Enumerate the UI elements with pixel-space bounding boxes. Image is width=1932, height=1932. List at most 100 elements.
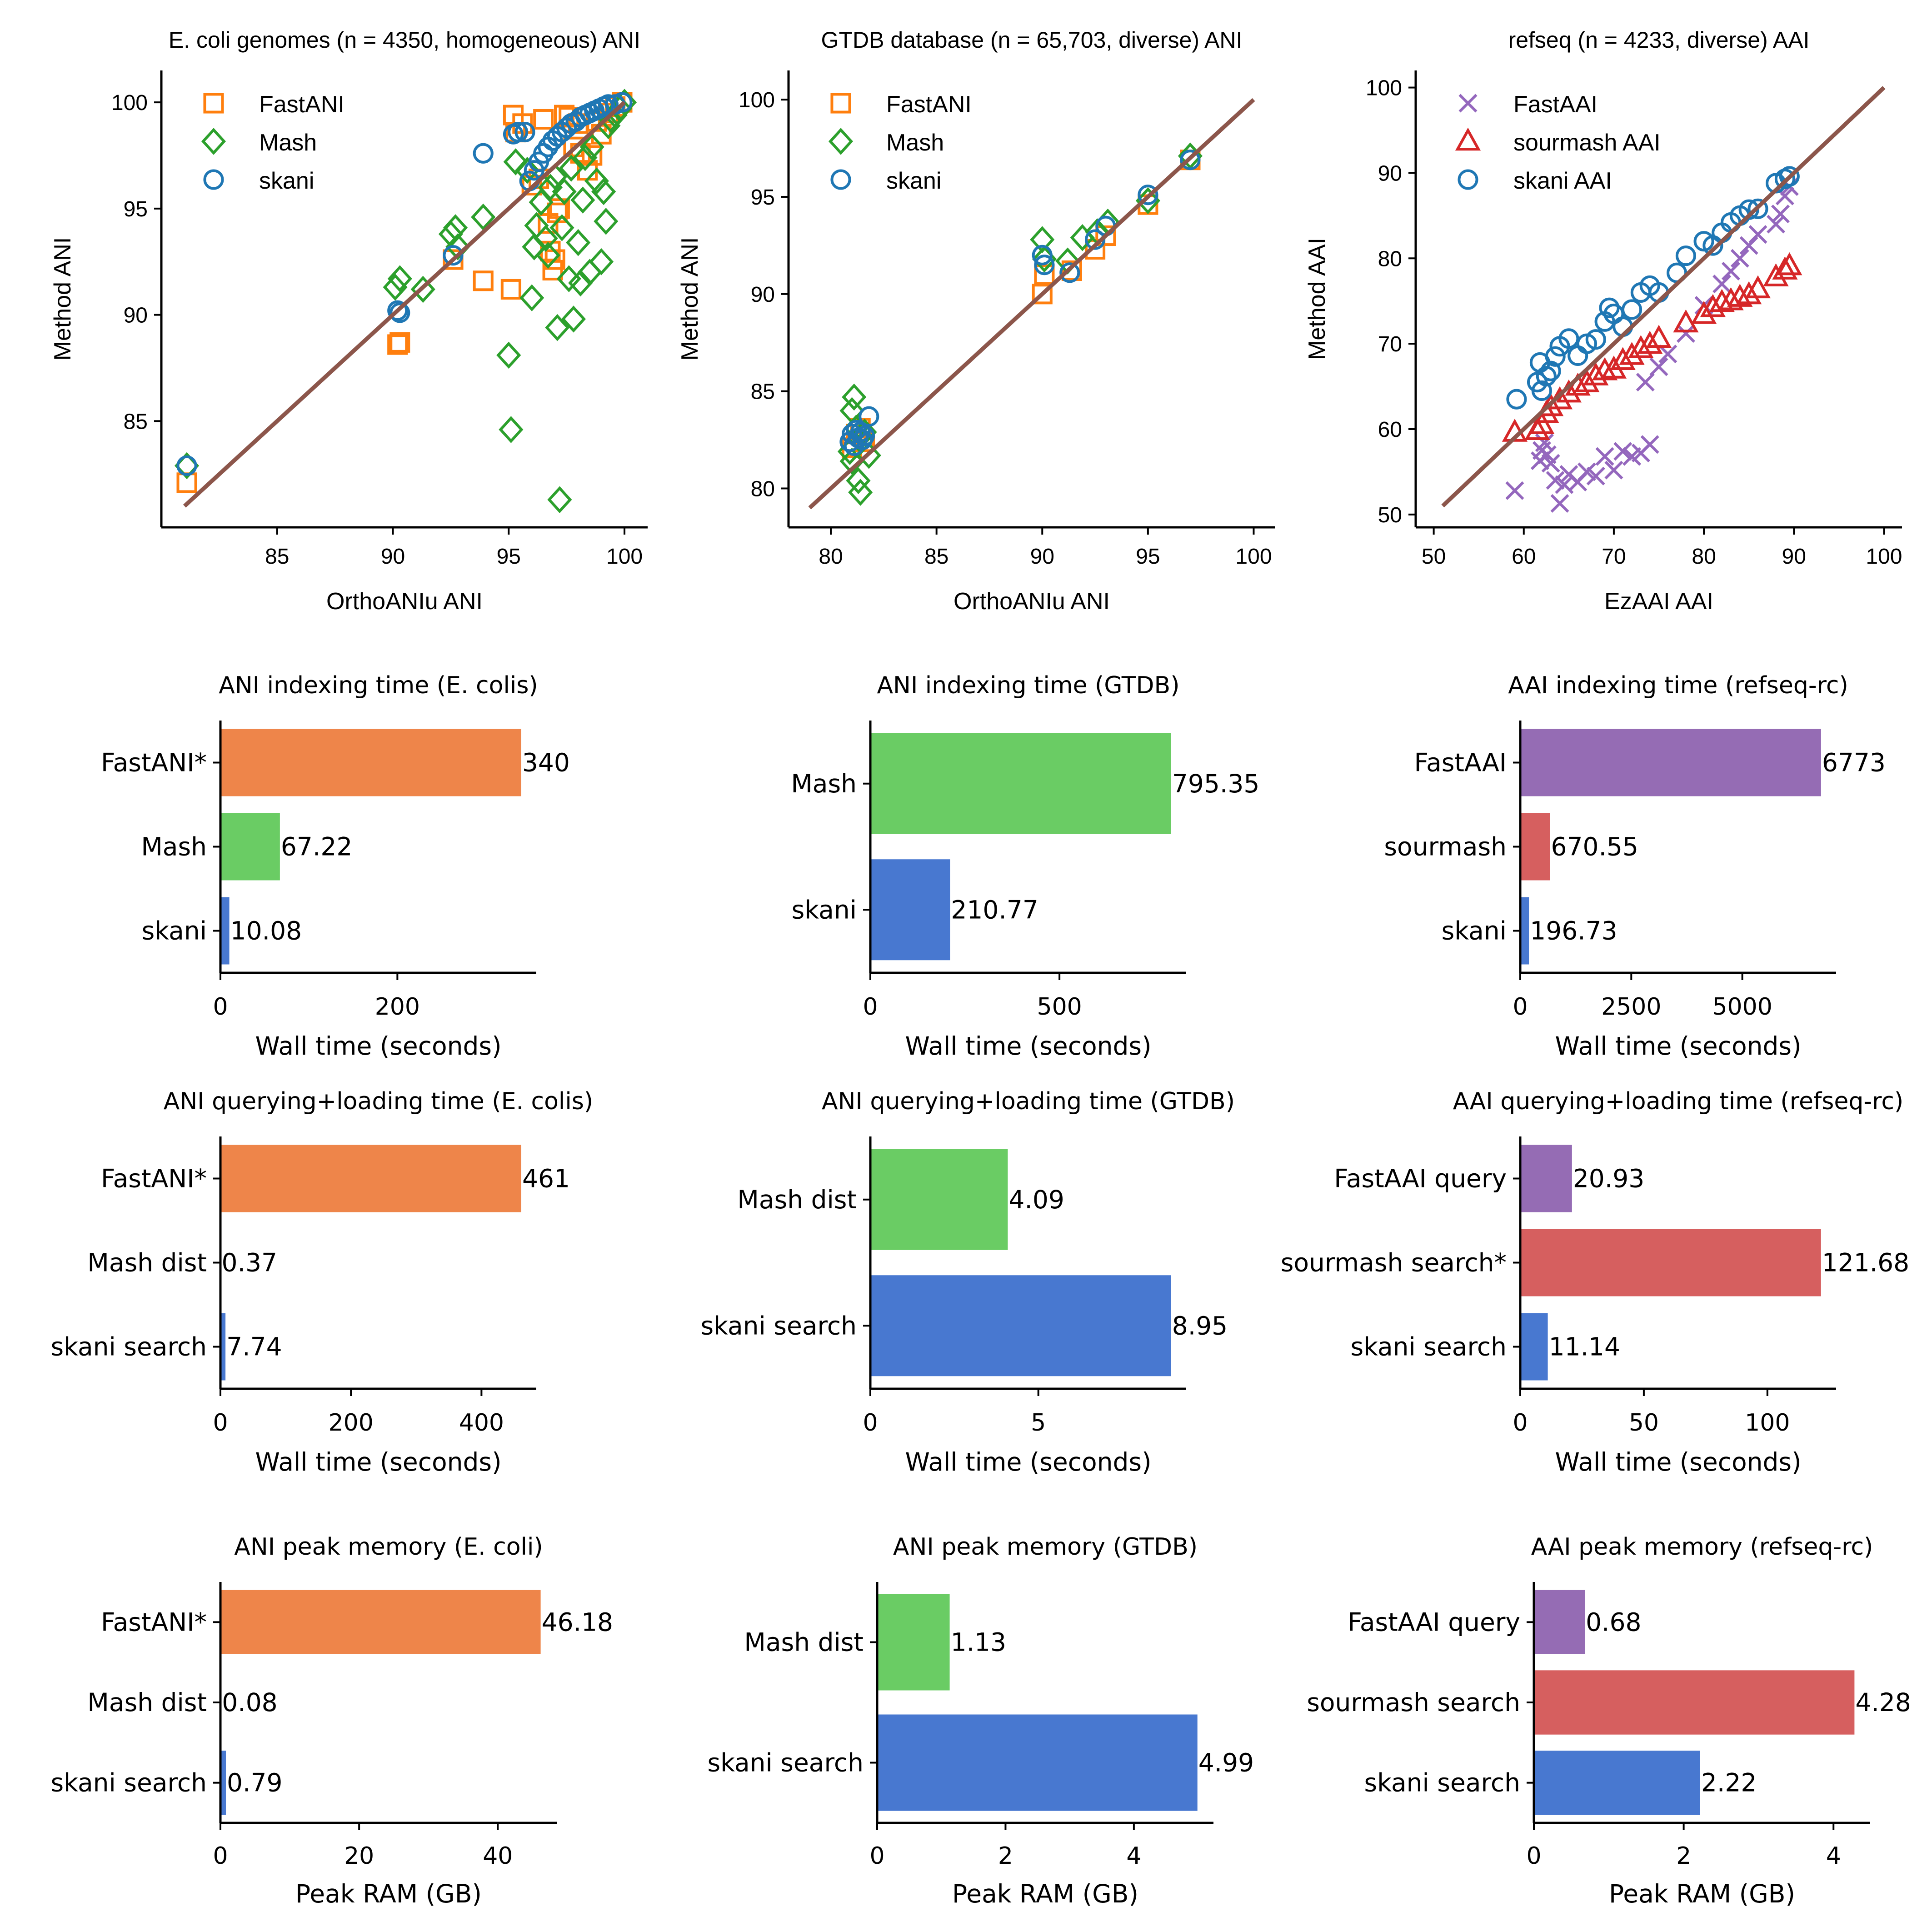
category-label: skani (792, 895, 857, 924)
data-point (573, 144, 598, 171)
data-point (1180, 150, 1201, 170)
bar-value-label: 20.93 (1573, 1164, 1644, 1193)
bar-value-label: 8.95 (1172, 1311, 1228, 1340)
bar-value-label: 1.13 (951, 1628, 1006, 1657)
data-point (1709, 289, 1735, 312)
data-point (519, 284, 544, 311)
x-tick-label: 400 (459, 1409, 504, 1436)
identity-line (183, 100, 626, 508)
bar-panel-4: 461 FastANI* 0.37 Mash dist 7.74 skani search… (50, 1088, 593, 1477)
category-label: FastANI* (101, 1607, 207, 1637)
data-point (1135, 187, 1160, 215)
x-tick-label: 85 (265, 545, 289, 569)
bar (220, 1751, 226, 1815)
chart-title: GTDB database (n = 65,703, diverse) ANI (821, 27, 1243, 53)
data-point (579, 133, 604, 161)
bar (1520, 1145, 1572, 1212)
chart-title: AAI querying+loading time (refseq-rc) (1453, 1088, 1903, 1115)
legend-marker (203, 169, 224, 190)
x-axis-label: Wall time (seconds) (1555, 1031, 1801, 1061)
bar-value-label: 4.28 (1855, 1688, 1911, 1717)
x-tick-label: 2 (1676, 1842, 1691, 1870)
data-point (598, 94, 619, 115)
y-tick-label: 85 (751, 380, 775, 404)
data-point (1658, 345, 1677, 364)
x-axis-label: Wall time (seconds) (1555, 1447, 1801, 1477)
data-point (582, 145, 603, 166)
x-tick-label: 90 (1030, 545, 1054, 569)
data-point (514, 156, 540, 184)
legend-label: FastANI (259, 91, 344, 118)
data-point (535, 241, 560, 269)
data-point (1546, 471, 1565, 490)
bar (870, 733, 1171, 834)
data-point (410, 275, 435, 303)
data-point (561, 305, 586, 333)
bar-value-label: 461 (522, 1164, 570, 1193)
data-point (1640, 435, 1659, 454)
data-point (1095, 225, 1116, 246)
data-point (1700, 294, 1726, 317)
data-point (529, 189, 554, 216)
category-label: Mash dist (87, 1688, 207, 1717)
x-tick-label: 200 (375, 993, 420, 1021)
bar-value-label: 67.22 (281, 832, 352, 861)
data-point (1541, 454, 1560, 473)
legend-marker (830, 169, 851, 190)
data-point (387, 265, 412, 292)
data-point (473, 270, 494, 291)
identity-line (1441, 86, 1886, 508)
data-point (533, 109, 554, 130)
data-point (1763, 263, 1789, 286)
category-label: skani (1442, 916, 1507, 946)
bar-panel-1: 340 FastANI* 67.22 Mash 10.08 skani 0 200 ANI in… (101, 672, 570, 1061)
data-point (1061, 260, 1082, 281)
x-tick-label: 85 (924, 545, 949, 569)
data-point (1736, 281, 1762, 305)
x-tick-label: 40 (483, 1842, 513, 1870)
bar-value-label: 2.22 (1701, 1768, 1757, 1797)
y-tick-label: 90 (751, 283, 775, 307)
data-point (1767, 215, 1786, 234)
chart-title: ANI querying+loading time (E. colis) (164, 1088, 593, 1115)
data-point (383, 274, 408, 301)
bar (220, 897, 230, 965)
y-tick-label: 100 (739, 88, 775, 112)
identity-line (808, 98, 1255, 510)
data-point (503, 148, 528, 175)
bar (1520, 729, 1821, 796)
x-tick-label: 4 (1126, 1842, 1141, 1870)
bar (877, 1594, 950, 1691)
data-point (1034, 264, 1055, 285)
legend-marker (203, 93, 224, 114)
bar-panel-7: 46.18 FastANI* 0.08 Mash dist 0.79 skani sear… (50, 1533, 613, 1908)
y-tick-label: 90 (124, 304, 148, 328)
bar (1534, 1590, 1585, 1654)
data-point (1032, 284, 1053, 305)
category-label: Mash dist (744, 1628, 864, 1657)
scatter-panel-2: 80 85 90 95 100 80 85 90 95 100 FastANI Mash skani GT… (677, 27, 1275, 615)
data-point (1586, 466, 1605, 486)
data-point (1649, 357, 1668, 376)
x-tick-label: 0 (213, 1842, 228, 1870)
data-point (854, 425, 875, 446)
data-point (1646, 325, 1672, 348)
category-label: FastAAI query (1348, 1607, 1520, 1637)
bar (220, 813, 280, 881)
data-point (594, 208, 619, 235)
category-label: Mash dist (737, 1185, 857, 1214)
data-point (552, 178, 577, 205)
category-label: Mash (141, 832, 207, 861)
x-tick-label: 60 (1512, 545, 1536, 569)
y-tick-label: 95 (124, 197, 148, 221)
x-tick-label: 100 (1745, 1409, 1790, 1436)
category-label: Mash (791, 769, 857, 798)
chart-title: AAI indexing time (refseq-rc) (1508, 672, 1848, 699)
bar (870, 1275, 1171, 1376)
data-point (1604, 460, 1623, 480)
category-label: skani (142, 916, 207, 946)
bar-panel-8: 1.13 Mash dist 4.99 skani search 0 2 4 ANI peak… (707, 1533, 1254, 1908)
x-tick-label: 200 (329, 1409, 374, 1436)
y-tick-label: 80 (751, 477, 775, 501)
data-point (1673, 309, 1699, 333)
